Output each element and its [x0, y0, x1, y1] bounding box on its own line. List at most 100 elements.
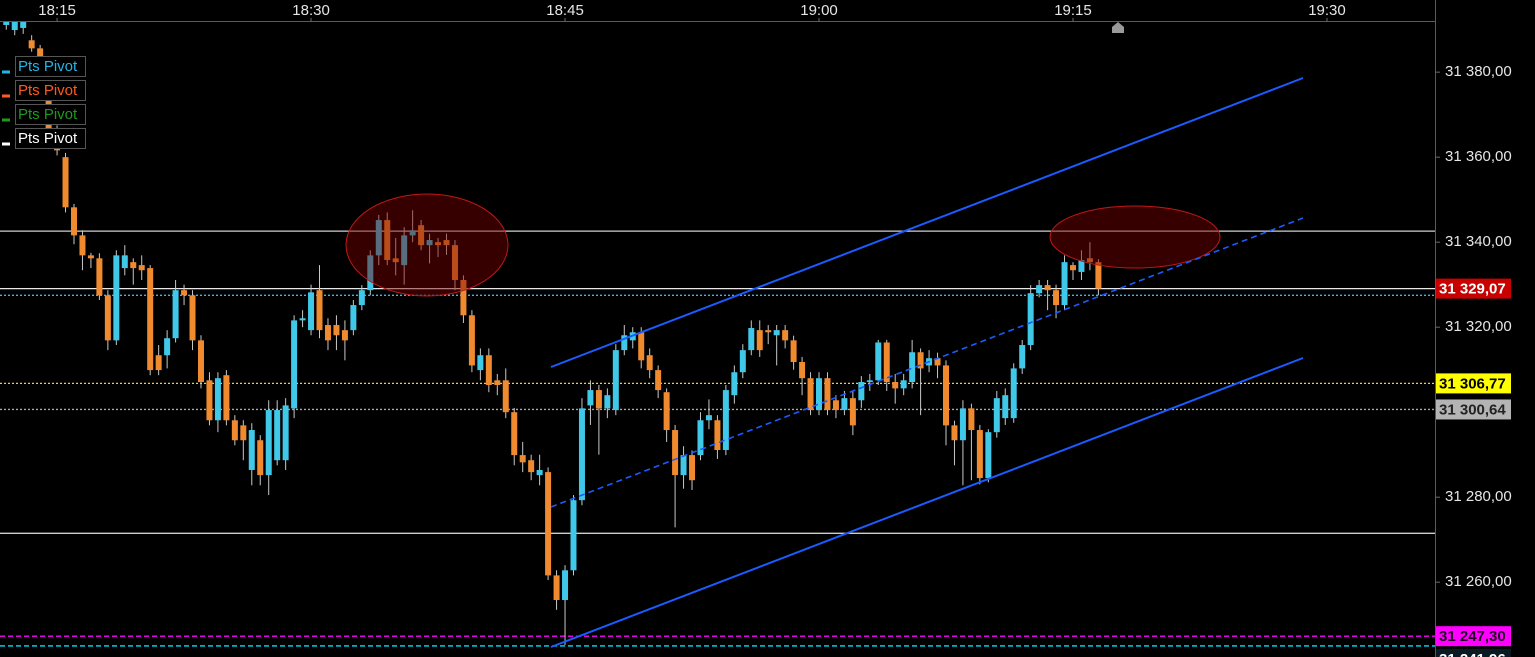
candle-body [350, 305, 357, 331]
candle-body [435, 242, 442, 246]
candle-body [1044, 285, 1051, 291]
candle-body [299, 318, 306, 321]
candle-body [155, 355, 162, 371]
candle-body [477, 355, 484, 371]
candle-body [909, 352, 916, 383]
candle-body [875, 342, 882, 381]
candle-body [587, 390, 594, 406]
candle-body [502, 380, 509, 413]
candle-body [265, 410, 272, 476]
candle-body [993, 398, 1000, 433]
candle-body [756, 330, 763, 351]
levels [0, 230, 1435, 647]
price-label: 31 306,77 [1439, 375, 1506, 392]
candle-body [689, 455, 696, 481]
candle-body [849, 398, 856, 426]
axes: 18:15 18:30 18:45 19:00 19:15 19:30 31 380,00 3… [38, 2, 1512, 657]
price-label-box [1436, 626, 1511, 647]
candle-body [722, 390, 729, 451]
candle-body [1027, 293, 1034, 346]
candle-body [824, 378, 831, 411]
candle-body [291, 320, 298, 409]
candle-body [189, 295, 196, 341]
candle-body [257, 440, 264, 476]
legend-label: Pts Pivot [18, 130, 78, 147]
candle-body [942, 365, 949, 426]
candle-body [832, 400, 839, 411]
price-label: 31 329,07 [1439, 281, 1506, 298]
candle-body [714, 420, 721, 451]
y-tick-label: 31 260,00 [1445, 573, 1512, 590]
candle-body [181, 290, 188, 296]
candle-body [1053, 290, 1060, 306]
marker [1112, 22, 1124, 33]
candle-body [578, 408, 585, 501]
candle-body [917, 352, 924, 369]
candle-body [799, 362, 806, 379]
legend-box [15, 80, 86, 101]
candle-body [646, 355, 653, 371]
candle-body [460, 279, 467, 316]
candle-body [104, 295, 111, 341]
candle-body [900, 380, 907, 389]
candle-body [748, 328, 755, 351]
candle-body [612, 350, 619, 411]
candle-body [214, 378, 221, 421]
candle-body [773, 330, 780, 336]
candle-body [426, 240, 433, 246]
candle-body [96, 258, 103, 296]
candle-body [595, 390, 602, 409]
candle-body [282, 405, 289, 461]
candle-body [274, 410, 281, 461]
x-tick-label: 19:15 [1054, 2, 1092, 19]
candle-body [358, 290, 365, 306]
legend-box [15, 104, 86, 125]
price-label: 31 241,96 [1439, 651, 1506, 657]
candle-body [638, 332, 645, 361]
y-tick-label: 31 320,00 [1445, 318, 1512, 335]
candle-body [206, 380, 213, 421]
candle-body [392, 258, 399, 263]
candle-body [401, 235, 408, 266]
candle-body [511, 412, 518, 456]
candle-body [172, 290, 179, 339]
candle-body [697, 420, 704, 456]
candle-body [443, 240, 450, 246]
candle-body [1036, 285, 1043, 294]
price-label-box [1436, 399, 1511, 420]
candle-body [790, 340, 797, 363]
candle-body [519, 455, 526, 463]
drawings [345, 22, 1304, 648]
candle-body [1069, 265, 1076, 271]
candle-body [28, 40, 35, 49]
candle-body [79, 235, 86, 256]
highlight-ellipse [1049, 205, 1221, 269]
candle-body [11, 22, 18, 31]
candle-body [1086, 258, 1093, 263]
candle-body [197, 340, 204, 383]
price-label: 31 247,30 [1439, 628, 1506, 645]
candle-body [782, 330, 789, 341]
candle-body [494, 380, 501, 385]
y-tick-label: 31 340,00 [1445, 233, 1512, 250]
legend: Pts Pivot Pts Pivot Pts Pivot Pts Pivot [2, 56, 86, 149]
candle-body [1002, 395, 1009, 419]
candle-body [959, 408, 966, 441]
x-tick-label: 18:15 [38, 2, 76, 19]
candle-body [739, 350, 746, 373]
candle-body [240, 425, 247, 441]
candle-body [816, 378, 823, 411]
candle-body [892, 382, 899, 389]
x-tick-label: 18:30 [292, 2, 330, 19]
candle-body [705, 415, 712, 421]
legend-box [15, 128, 86, 149]
candle-body [1019, 345, 1026, 369]
candle-body [121, 255, 128, 269]
candle-body [87, 255, 94, 259]
price-label-box [1436, 373, 1511, 394]
candle-body [223, 375, 230, 421]
candle-body [70, 207, 77, 236]
price-label: 31 300,64 [1439, 401, 1506, 418]
